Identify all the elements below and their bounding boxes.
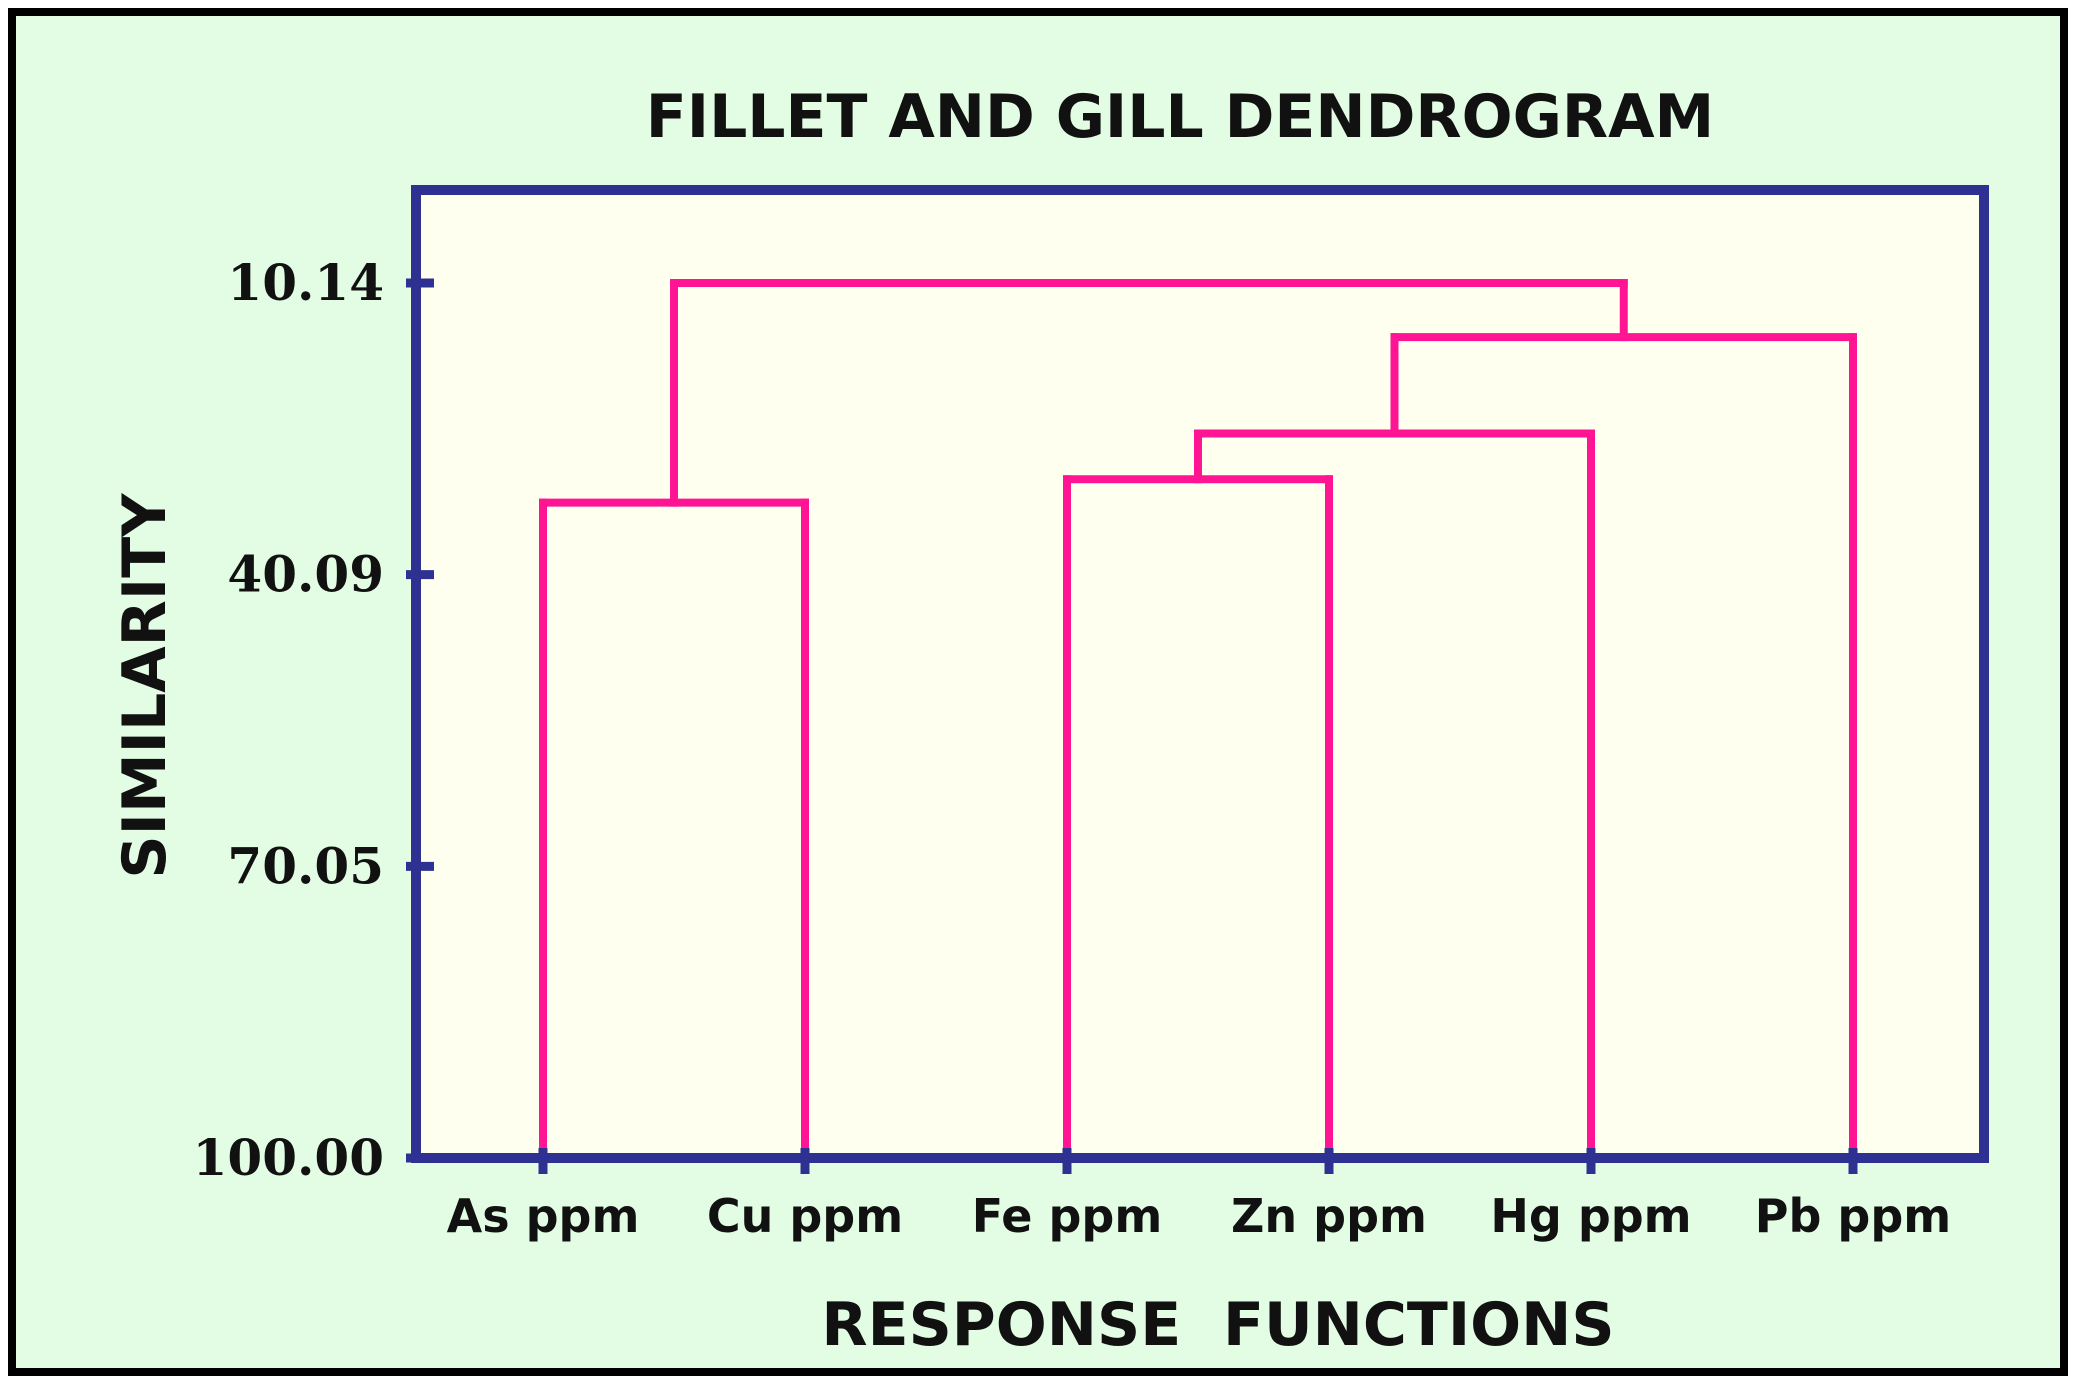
- y-axis-ticks: 10.14 40.09 70.05 100.00: [193, 253, 434, 1187]
- y-tick-label: 100.00: [193, 1128, 384, 1187]
- leaf-label: As ppm: [447, 1189, 640, 1243]
- y-axis-title: SIMILARITY: [110, 492, 180, 879]
- dendrogram-branches: [416, 279, 1984, 1163]
- leaf-label: Hg ppm: [1490, 1189, 1691, 1243]
- leaf-label: Zn ppm: [1231, 1189, 1427, 1243]
- x-axis-title: RESPONSE FUNCTIONS: [821, 1290, 1614, 1360]
- x-axis-ticks: As ppm Cu ppm Fe ppm Zn ppm Hg ppm Pb ppm: [447, 1148, 1951, 1243]
- leaf-label: Cu ppm: [707, 1189, 903, 1243]
- y-tick-label: 70.05: [227, 836, 384, 895]
- y-tick-label: 40.09: [227, 545, 384, 604]
- y-tick-label: 10.14: [227, 253, 384, 312]
- leaf-label: Pb ppm: [1755, 1189, 1951, 1243]
- chart-title: FILLET AND GILL DENDROGRAM: [646, 82, 1714, 152]
- leaf-label: Fe ppm: [972, 1189, 1163, 1243]
